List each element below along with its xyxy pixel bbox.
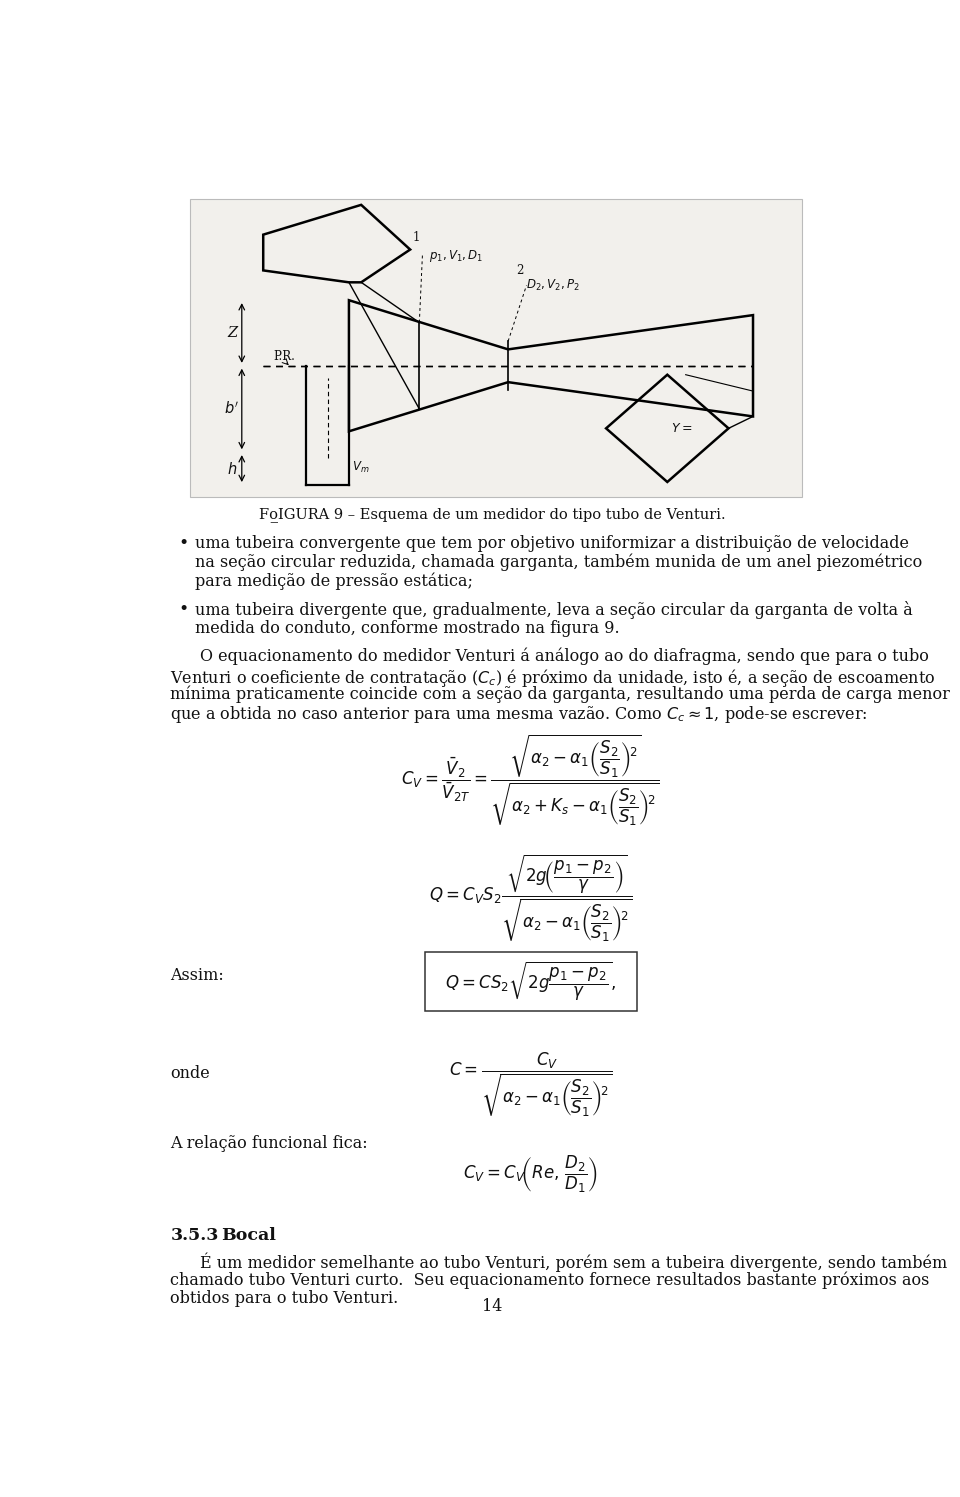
Text: Venturi o coeficiente de contratação ($C_c$) é próximo da unidade, isto é, a seç: Venturi o coeficiente de contratação ($C… [170,666,936,689]
Text: $b'$: $b'$ [225,401,239,418]
Text: $Y =$: $Y =$ [671,422,692,434]
Text: $h$: $h$ [228,461,238,476]
Text: obtidos para o tubo Venturi.: obtidos para o tubo Venturi. [170,1290,398,1307]
Text: O equacionamento do medidor Venturi á análogo ao do diafragma, sendo que para o : O equacionamento do medidor Venturi á an… [200,648,928,665]
Text: •: • [179,534,188,551]
Text: uma tubeira divergente que, gradualmente, leva a seção circular da garganta de v: uma tubeira divergente que, gradualmente… [195,600,913,618]
Text: $C = \dfrac{C_V}{\sqrt{\alpha_2 - \alpha_1\left(\dfrac{S_2}{S_1}\right)^{\!2}}}$: $C = \dfrac{C_V}{\sqrt{\alpha_2 - \alpha… [449,1049,612,1118]
Text: 3.5.3: 3.5.3 [170,1228,219,1244]
Text: para medição de pressão estática;: para medição de pressão estática; [195,572,473,590]
Text: $p_1, V_1, D_1$: $p_1, V_1, D_1$ [428,247,483,263]
Text: que a obtida no caso anterior para uma mesma vazão. Como $C_c \approx 1$, pode-s: que a obtida no caso anterior para uma m… [170,705,868,726]
Text: P.R.: P.R. [274,350,296,364]
Text: Bocal: Bocal [221,1228,276,1244]
Text: A relação funcional fica:: A relação funcional fica: [170,1135,368,1151]
Text: Fᴏ̲IGURA 9 – Esquema de um medidor do tipo tubo de Venturi.: Fᴏ̲IGURA 9 – Esquema de um medidor do ti… [258,507,726,522]
Text: 2: 2 [516,263,524,277]
Text: medida do conduto, conforme mostrado na figura 9.: medida do conduto, conforme mostrado na … [195,620,620,636]
Text: $V_m$: $V_m$ [352,460,370,475]
Text: $C_V = C_V\!\left(Re,\, \dfrac{D_2}{D_1}\right)$: $C_V = C_V\!\left(Re,\, \dfrac{D_2}{D_1}… [464,1154,598,1195]
Text: 1: 1 [413,231,420,244]
Text: $Q = CS_2\sqrt{2g\dfrac{p_1 - p_2}{\gamma}},$: $Q = CS_2\sqrt{2g\dfrac{p_1 - p_2}{\gamm… [445,960,616,1003]
Bar [190,199,802,497]
Text: •: • [179,600,188,618]
Text: $D_2, V_2, P_2$: $D_2, V_2, P_2$ [526,278,580,293]
Text: uma tubeira convergente que tem por objetivo uniformizar a distribuição de veloc: uma tubeira convergente que tem por obje… [195,534,909,551]
Text: onde: onde [170,1064,210,1081]
Text: É um medidor semelhante ao tubo Venturi, porém sem a tubeira divergente, sendo t: É um medidor semelhante ao tubo Venturi,… [200,1253,948,1272]
Text: $Q = C_V S_2 \dfrac{\sqrt{2g\!\left(\dfrac{p_1 - p_2}{\gamma}\right)}}{\sqrt{\al: $Q = C_V S_2 \dfrac{\sqrt{2g\!\left(\dfr… [429,852,633,943]
Text: Z: Z [228,326,237,340]
FancyBboxPatch shape [425,952,636,1010]
Text: mínima praticamente coincide com a seção da garganta, resultando uma perda de ca: mínima praticamente coincide com a seção… [170,686,950,704]
Text: 14: 14 [482,1298,502,1316]
Text: $C_V = \dfrac{\bar{V}_2}{\bar{V}_{2T}} = \dfrac{\sqrt{\alpha_2 - \alpha_1\left(\: $C_V = \dfrac{\bar{V}_2}{\bar{V}_{2T}} =… [401,732,660,828]
Text: chamado tubo Venturi curto.  Seu equacionamento fornece resultados bastante próx: chamado tubo Venturi curto. Seu equacion… [170,1271,929,1289]
Text: Assim:: Assim: [170,967,224,984]
Text: na seção circular reduzida, chamada garganta, também munida de um anel piezométr: na seção circular reduzida, chamada garg… [195,554,923,570]
